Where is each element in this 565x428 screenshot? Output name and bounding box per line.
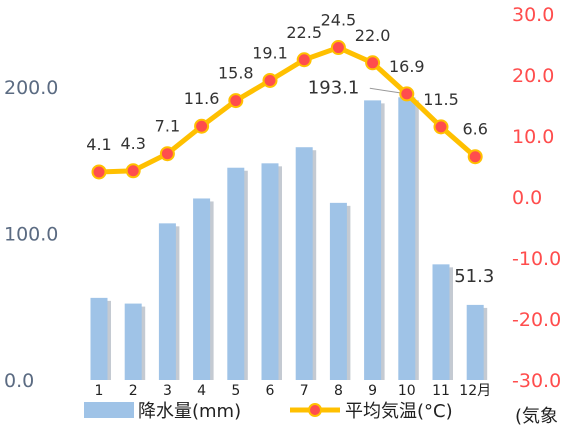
precipitation-bar [295, 147, 313, 380]
precipitation-bar [329, 202, 347, 380]
x-axis-tick: 12月 [459, 383, 491, 399]
x-axis-tick: 3 [163, 383, 172, 399]
temperature-marker [91, 164, 107, 180]
precipitation-bar [466, 304, 484, 380]
precipitation-bar [124, 303, 142, 380]
x-axis-tick: 11 [432, 383, 450, 399]
temperature-marker [433, 119, 449, 135]
left-axis-ticks: 0.0 100.0 200.0 [4, 77, 58, 392]
right-axis-tick: 0.0 [512, 187, 542, 209]
temperature-marker [262, 72, 278, 88]
precipitation-value-label: 193.1 [308, 77, 360, 98]
legend-line-marker [308, 403, 322, 417]
right-axis-tick: -20.0 [512, 309, 561, 331]
x-axis-tick: 1 [95, 383, 104, 399]
temperature-value-label: 4.3 [120, 134, 145, 153]
temperature-marker [125, 163, 141, 179]
left-axis-tick: 200.0 [4, 77, 58, 99]
temperature-value-label: 6.6 [462, 120, 487, 139]
temperature-value-label: 22.5 [286, 23, 322, 42]
temperature-marker [330, 40, 346, 56]
legend: 降水量(mm) 平均気温(°C) [84, 401, 453, 422]
legend-bar-swatch [84, 402, 134, 418]
x-axis-tick: 4 [197, 383, 206, 399]
temperature-marker [159, 146, 175, 162]
temperature-marker [228, 93, 244, 109]
precipitation-bar [90, 297, 108, 380]
precipitation-labels: 193.1 51.3 [308, 77, 494, 287]
x-axis-ticks: 1 2 3 4 5 6 7 8 9 10 11 12月 [95, 383, 492, 399]
left-axis-tick: 100.0 [4, 224, 58, 246]
temperature-marker [399, 86, 415, 102]
right-axis-tick: -10.0 [512, 248, 561, 270]
temperature-value-label: 24.5 [321, 11, 357, 30]
precipitation-bar [364, 100, 382, 380]
precipitation-value-label: 51.3 [454, 266, 494, 287]
right-axis-tick: 20.0 [512, 65, 554, 87]
temperature-marker [194, 118, 210, 134]
temperature-line-layer [91, 40, 483, 180]
x-axis-tick: 5 [231, 383, 240, 399]
right-axis-tick: 30.0 [512, 4, 554, 26]
right-axis-tick: 10.0 [512, 126, 554, 148]
x-axis-tick: 7 [300, 383, 309, 399]
temperature-value-label: 16.9 [389, 57, 425, 76]
precipitation-bar [432, 264, 450, 380]
legend-bar-label: 降水量(mm) [138, 401, 241, 422]
precipitation-bars [90, 97, 488, 380]
temperature-value-label: 19.1 [252, 43, 288, 62]
right-axis-ticks: -30.0 -20.0 -10.0 0.0 10.0 20.0 30.0 [512, 4, 561, 392]
temperature-value-label: 22.0 [355, 26, 391, 45]
temperature-value-label: 11.5 [423, 90, 459, 109]
precipitation-leader-line [369, 87, 403, 94]
temperature-value-label: 4.1 [86, 135, 111, 154]
precipitation-bar [227, 167, 245, 380]
temperature-value-label: 7.1 [155, 117, 180, 136]
temperature-value-label: 11.6 [184, 89, 220, 108]
precipitation-bar [158, 223, 176, 380]
temperature-value-label: 15.8 [218, 64, 254, 83]
x-axis-tick: 8 [334, 383, 343, 399]
temperature-marker [365, 55, 381, 71]
left-axis-tick: 0.0 [4, 370, 34, 392]
source-note: (気象 [515, 406, 558, 427]
x-axis-tick: 6 [266, 383, 275, 399]
temperature-labels: 4.1 4.3 7.111.6 15.8 19.122.524.522.0 16.9 11.… [86, 11, 488, 154]
precipitation-bar [398, 97, 416, 380]
temperature-marker [296, 52, 312, 68]
temperature-marker [467, 149, 483, 165]
x-axis-tick: 2 [129, 383, 138, 399]
legend-line-label: 平均気温(°C) [345, 401, 453, 422]
precipitation-bar [261, 163, 279, 380]
right-axis-tick: -30.0 [512, 370, 561, 392]
x-axis-tick: 9 [368, 383, 377, 399]
precipitation-bar [193, 198, 211, 380]
x-axis-tick: 10 [398, 383, 416, 399]
